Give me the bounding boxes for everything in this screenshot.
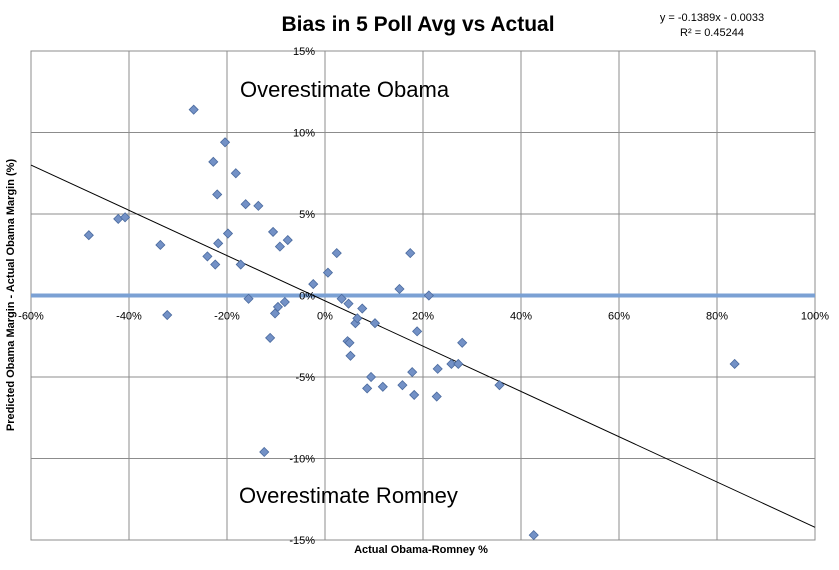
data-point <box>188 104 199 115</box>
data-point <box>446 358 457 370</box>
data-point <box>272 301 284 312</box>
data-point <box>407 367 418 378</box>
data-point <box>343 298 354 309</box>
r-squared-label: R² = 0.45244 <box>680 27 744 39</box>
data-point <box>120 212 131 223</box>
data-point <box>457 337 468 348</box>
data-point <box>357 303 368 314</box>
data-point <box>365 371 377 383</box>
x-tick-label: 20% <box>412 311 434 323</box>
data-point <box>729 358 740 370</box>
data-point <box>162 309 173 321</box>
data-point <box>279 296 290 308</box>
data-point <box>155 239 166 251</box>
x-tick-label: 60% <box>608 311 630 323</box>
data-point <box>362 383 373 394</box>
x-tick-labels: -60% -40% -20% 0% 20% 40% 60% 80% 100% <box>18 311 829 323</box>
data-point <box>213 238 224 249</box>
data-point <box>243 293 254 304</box>
data-points <box>83 104 740 541</box>
y-tick-label: 5% <box>299 209 315 221</box>
annotation-overestimate-romney: Overestimate Romney <box>239 483 458 508</box>
data-point <box>331 248 342 259</box>
data-point <box>453 358 464 370</box>
data-point <box>397 380 408 391</box>
data-point <box>253 200 264 211</box>
data-point <box>230 168 241 179</box>
data-point <box>267 226 279 237</box>
trendline <box>30 164 816 528</box>
data-point <box>377 381 388 392</box>
data-point <box>336 293 347 304</box>
data-point <box>528 530 539 541</box>
x-tick-label: 100% <box>801 311 829 323</box>
x-tick-label: -40% <box>116 311 142 323</box>
data-point <box>405 248 416 259</box>
y-tick-label: 10% <box>293 128 315 140</box>
x-tick-label: 80% <box>706 311 728 323</box>
data-point <box>219 137 231 148</box>
data-point <box>345 350 356 361</box>
data-point <box>409 389 420 400</box>
data-point <box>308 279 319 290</box>
y-tick-label: 15% <box>293 46 315 58</box>
data-point <box>494 380 505 391</box>
data-point <box>423 290 434 301</box>
x-tick-label: 40% <box>510 311 532 323</box>
y-tick-label: -15% <box>289 535 315 547</box>
annotation-overestimate-obama: Overestimate Obama <box>240 77 450 102</box>
data-point <box>235 259 246 270</box>
data-point <box>282 235 293 246</box>
data-point <box>222 228 234 239</box>
data-point <box>83 230 94 241</box>
trendline-equation: y = -0.1389x - 0.0033 <box>660 12 764 24</box>
x-axis-label: Actual Obama-Romney % <box>354 544 488 556</box>
data-point <box>431 391 442 402</box>
y-axis-label: Predicted Obama Margin - Actual Obama Ma… <box>5 159 17 432</box>
y-tick-label: -10% <box>289 454 315 466</box>
x-tick-label: 0% <box>317 311 333 323</box>
data-point <box>259 446 270 458</box>
data-point <box>202 251 213 262</box>
data-point <box>240 199 251 210</box>
data-point <box>352 313 363 324</box>
data-point <box>369 318 381 329</box>
data-point <box>265 332 276 343</box>
x-tick-label: -20% <box>214 311 240 323</box>
data-point <box>394 283 405 295</box>
data-point <box>412 326 423 337</box>
x-tick-label: -60% <box>18 311 44 323</box>
y-tick-label: -5% <box>295 372 315 384</box>
data-point <box>208 156 219 167</box>
data-point <box>344 337 355 348</box>
data-point <box>210 259 221 270</box>
y-tick-labels: 15% 10% 5% 0% -5% -10% -15% <box>289 46 315 547</box>
data-point <box>432 363 443 374</box>
data-point <box>322 267 334 278</box>
chart-title: Bias in 5 Poll Avg vs Actual <box>281 13 554 36</box>
data-point <box>274 241 285 252</box>
y-tick-label: 0% <box>299 291 315 303</box>
data-point <box>212 189 223 200</box>
